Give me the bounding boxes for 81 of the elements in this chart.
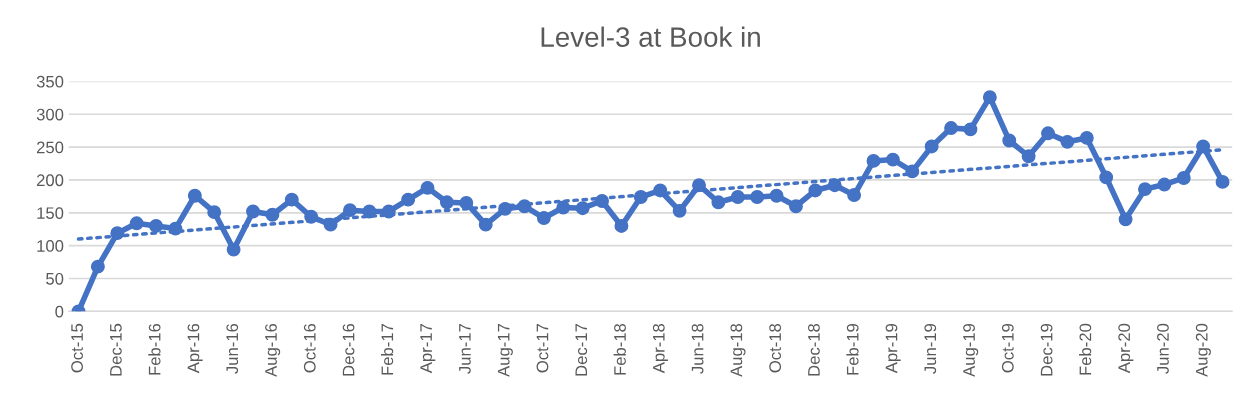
- point: [1118, 212, 1133, 227]
- point: [187, 188, 202, 203]
- point: [420, 180, 435, 195]
- x-tick-label: Oct-19: [1001, 323, 1014, 373]
- point: [536, 211, 551, 226]
- y-tick-label: 0: [55, 305, 64, 318]
- point: [963, 122, 978, 137]
- point: [866, 153, 881, 168]
- point: [789, 199, 803, 214]
- point: [1176, 171, 1191, 185]
- chart-title: Level-3 at Book in: [541, 26, 760, 47]
- point: [1099, 170, 1114, 185]
- point: [750, 190, 765, 204]
- point: [478, 217, 493, 232]
- point: [672, 203, 687, 218]
- x-tick-label: Aug-16: [265, 323, 281, 377]
- x-tick-label: Aug-17: [497, 323, 513, 377]
- point: [129, 216, 144, 231]
- point: [90, 259, 105, 274]
- point: [924, 139, 939, 154]
- point: [556, 200, 571, 215]
- x-tick-label: Feb-17: [380, 323, 394, 375]
- point: [1060, 134, 1075, 149]
- x-tick-label: Feb-20: [1079, 323, 1092, 375]
- x-tick-label: Feb-16: [148, 323, 161, 375]
- x-tick-label: Aug-18: [730, 323, 746, 377]
- x-tick-label: Jun-20: [1157, 323, 1169, 374]
- x-tick-label: Jun-16: [226, 323, 239, 374]
- x-tick-label: Dec-19: [1040, 323, 1053, 376]
- x-tick-label: Apr-18: [652, 323, 668, 374]
- x-tick-label: Dec-16: [342, 323, 355, 376]
- point: [1002, 133, 1017, 148]
- point: [711, 195, 726, 210]
- point: [226, 242, 241, 257]
- x-tick-label: Dec-15: [110, 323, 122, 376]
- x-tick-label: Jun-17: [459, 323, 471, 374]
- point: [885, 152, 900, 167]
- point: [614, 218, 629, 233]
- x-tick-label: Dec-18: [808, 323, 820, 376]
- x-tick-label: Dec-17: [575, 323, 588, 376]
- point: [808, 183, 823, 198]
- point: [1215, 174, 1230, 189]
- x-tick-label: Aug-20: [1195, 323, 1211, 377]
- y-tick-label: 300: [36, 108, 64, 121]
- x-tick-label: Jun-18: [691, 323, 704, 374]
- x-tick-label: Feb-18: [613, 323, 626, 375]
- x-tick-label: Oct-15: [71, 323, 83, 373]
- y-tick-label: 50: [46, 272, 64, 285]
- point: [207, 205, 222, 220]
- point: [847, 188, 862, 203]
- point: [246, 204, 260, 219]
- y-tick-label: 250: [36, 141, 64, 154]
- y-tick-label: 150: [37, 207, 64, 220]
- x-tick-label: Oct-18: [769, 323, 782, 373]
- point: [1079, 130, 1094, 145]
- point: [769, 188, 784, 203]
- x-tick-label: Feb-19: [846, 323, 859, 375]
- point: [439, 195, 454, 210]
- point: [1138, 182, 1152, 197]
- point: [1157, 177, 1172, 192]
- point: [401, 192, 416, 207]
- point: [575, 201, 590, 216]
- point: [343, 203, 357, 218]
- y-tick-label: 100: [37, 240, 64, 252]
- x-tick-label: Oct-16: [303, 323, 316, 373]
- point: [944, 121, 959, 135]
- x-tick-label: Apr-16: [187, 323, 203, 374]
- y-tick-label: 200: [36, 174, 64, 187]
- x-tick-label: Apr-19: [885, 323, 901, 374]
- point: [265, 207, 280, 222]
- point: [730, 190, 745, 204]
- x-tick-label: Apr-20: [1118, 323, 1134, 374]
- x-tick-label: Oct-17: [536, 323, 549, 373]
- x-tick-label: Apr-17: [420, 323, 436, 374]
- x-tick-label: Aug-19: [963, 323, 979, 377]
- y-tick-label: 350: [36, 75, 64, 88]
- point: [149, 218, 164, 233]
- point: [1041, 126, 1055, 141]
- point: [284, 192, 299, 207]
- point: [1021, 149, 1036, 164]
- x-tick-label: Jun-19: [924, 323, 937, 374]
